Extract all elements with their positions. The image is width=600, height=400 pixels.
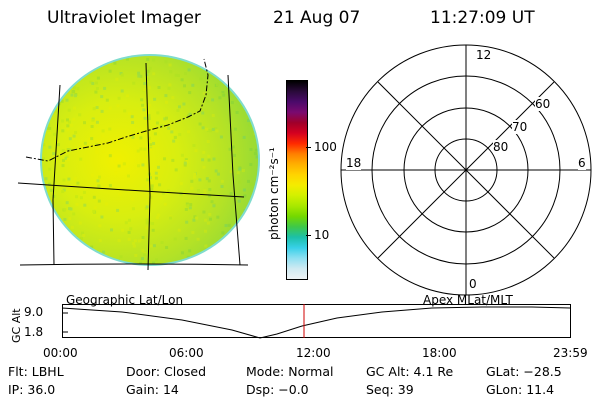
- mlat-label-80: 80: [493, 140, 509, 154]
- instrument-title: Ultraviolet Imager: [47, 8, 201, 28]
- mlt-label-18: 18: [346, 156, 362, 170]
- mlt-label-0: 0: [469, 277, 477, 291]
- uv-disk-image: [17, 54, 260, 271]
- apex-mlat-label: Apex MLat/MLT: [423, 293, 513, 307]
- polar-diagonal-2: [377, 81, 555, 259]
- time-tick-0600: 06:00: [169, 346, 204, 360]
- geo-grid-lines: [17, 58, 249, 271]
- status-gain: Gain: 14: [126, 382, 179, 397]
- gc-alt-axis-label: GC Alt: [10, 308, 23, 343]
- mlat-label-70: 70: [512, 120, 528, 134]
- time-tick-1800: 18:00: [422, 346, 457, 360]
- time-tick-1200: 12:00: [296, 346, 331, 360]
- status-glat: GLat: −28.5: [486, 364, 562, 379]
- disk-fill: [42, 56, 258, 264]
- status-glon: GLon: 11.4: [486, 382, 555, 397]
- status-filter: Flt: LBHL: [8, 364, 64, 379]
- colorbar-tickmark-100: [306, 147, 311, 148]
- mlat-label-60: 60: [535, 97, 551, 111]
- status-door: Door: Closed: [126, 364, 207, 379]
- colorbar: [286, 80, 308, 280]
- status-dsp: Dsp: −0.0: [246, 382, 309, 397]
- time-tick-0000: 00:00: [43, 346, 78, 360]
- colorbar-tick-10: 10: [314, 228, 330, 242]
- status-mode: Mode: Normal: [246, 364, 334, 379]
- observation-date: 21 Aug 07: [273, 8, 361, 28]
- status-gc-alt: GC Alt: 4.1 Re: [366, 364, 454, 379]
- alt-tick-1-8: 1.8: [24, 325, 44, 339]
- status-ip: IP: 36.0: [8, 382, 56, 397]
- polar-plot: [340, 44, 592, 296]
- status-seq: Seq: 39: [366, 382, 414, 397]
- colorbar-tick-100: 100: [314, 140, 337, 154]
- geo-latlon-label: Geographic Lat/Lon: [66, 293, 184, 307]
- altitude-timeline: [61, 304, 571, 339]
- mlt-label-12: 12: [476, 48, 492, 62]
- mlt-label-6: 6: [578, 156, 586, 170]
- colorbar-tickmark-10: [306, 235, 311, 236]
- altitude-curve: [61, 306, 571, 339]
- colorbar-unit-label: photon cm⁻²s⁻¹: [267, 147, 281, 240]
- observation-time: 11:27:09 UT: [430, 8, 535, 28]
- alt-tick-9: 9.0: [24, 305, 44, 319]
- time-tick-2359: 23:59: [553, 346, 588, 360]
